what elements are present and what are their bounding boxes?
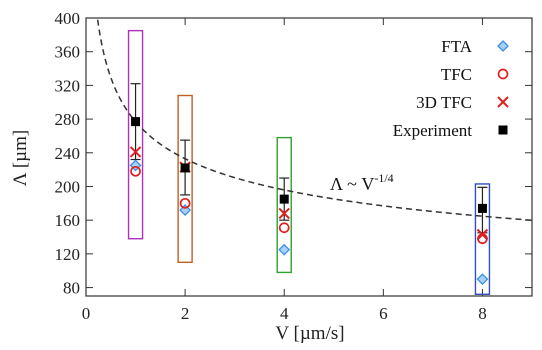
- y-tick-label-200: 200: [55, 177, 81, 196]
- legend-label-tfc: TFC: [441, 65, 472, 84]
- x-tick-label-0: 0: [82, 304, 91, 323]
- legend-marker-tfc: [497, 68, 509, 80]
- range-box-v8: [474, 183, 491, 296]
- legend-marker-3d-tfc: [497, 96, 509, 108]
- y-tick-label-400: 400: [55, 9, 81, 28]
- fit-annotation-exponent: -1/4: [374, 171, 393, 185]
- point-experiment-v2: [180, 163, 190, 173]
- axis-ticks: [85, 17, 532, 296]
- range-boxes: [127, 29, 491, 296]
- data-points: [129, 117, 489, 286]
- point-tfc-v4: [278, 222, 290, 234]
- legend-label-fta: FTA: [441, 37, 472, 56]
- y-axis-label: Λ [µm]: [10, 130, 31, 186]
- point-tfc-v1: [130, 165, 141, 177]
- y-tick-label-80: 80: [63, 279, 80, 298]
- point-fta-v4: [278, 243, 291, 256]
- point-experiment-v4: [279, 194, 289, 204]
- x-tick-label-6: 6: [379, 304, 388, 323]
- y-tick-label-160: 160: [55, 211, 81, 230]
- x-axis-label: V [µm/s]: [275, 323, 344, 344]
- point-3d-tfc-v4: [278, 207, 290, 220]
- point-tfc-v2: [179, 197, 191, 209]
- range-box-v1: [127, 29, 144, 240]
- y-tick-label-120: 120: [55, 245, 81, 264]
- point-3d-tfc-v8: [476, 228, 489, 241]
- x-tick-labels: 0 2 4 6 8: [82, 304, 487, 323]
- legend-label-experiment: Experiment: [393, 121, 473, 140]
- fit-annotation: Λ ~ V-1/4: [330, 171, 394, 194]
- x-tick-label-4: 4: [280, 304, 289, 323]
- x-tick-label-2: 2: [181, 304, 190, 323]
- y-tick-labels: 80 120 160 200 240 280 320 360 400: [55, 9, 81, 298]
- legend: FTA TFC 3D TFC Experiment: [393, 37, 509, 140]
- legend-marker-fta: [497, 40, 509, 52]
- x-tick-label-8: 8: [478, 304, 487, 323]
- point-3d-tfc-v1: [129, 146, 142, 158]
- plot-frame: [85, 17, 533, 297]
- range-box-v2: [177, 94, 193, 264]
- legend-marker-experiment: [498, 125, 508, 135]
- fit-curve: [96, 18, 532, 221]
- range-box-v4: [276, 136, 292, 274]
- point-experiment-v8: [477, 203, 487, 213]
- point-experiment-v1: [131, 117, 141, 127]
- y-tick-label-280: 280: [55, 110, 81, 129]
- fit-annotation-text: Λ ~ V: [330, 174, 374, 194]
- y-tick-label-240: 240: [55, 144, 81, 163]
- point-fta-v8: [476, 273, 489, 286]
- y-tick-label-360: 360: [55, 43, 81, 62]
- y-tick-label-320: 320: [55, 76, 81, 95]
- legend-label-3d-tfc: 3D TFC: [416, 93, 472, 112]
